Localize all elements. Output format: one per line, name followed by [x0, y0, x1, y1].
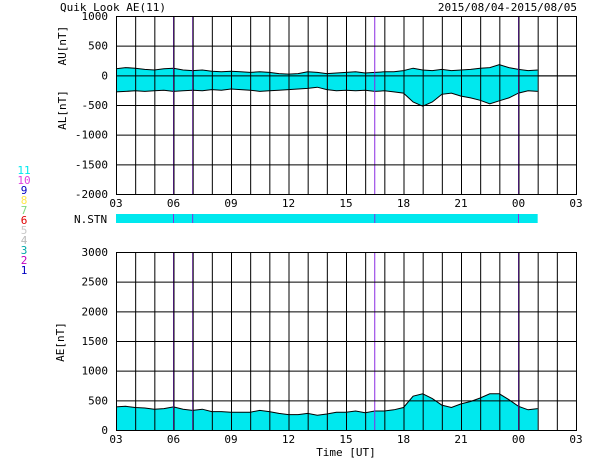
x-tick-label: 12 — [282, 433, 295, 446]
y-tick-label: 2000 — [82, 305, 109, 318]
plot-frame — [116, 252, 577, 431]
legend-entry-2: 2 — [21, 254, 28, 267]
chart-title: Quik Look AE(11) — [60, 1, 166, 14]
y-tick-label: 500 — [88, 40, 108, 53]
y-tick-label: -500 — [82, 99, 109, 112]
y-tick-label: 1000 — [82, 365, 109, 378]
legend-entry-10: 10 — [17, 174, 30, 187]
y-tick-label: 500 — [88, 394, 108, 407]
x-tick-label: 03 — [569, 433, 582, 446]
date-range: 2015/08/04-2015/08/05 — [438, 1, 577, 14]
x-tick-label: 21 — [454, 197, 467, 210]
x-tick-label: 03 — [109, 433, 122, 446]
ae-series-line — [115, 393, 538, 416]
y-axis-label-au: AU[nT] — [56, 26, 69, 66]
x-tick-label: 18 — [397, 433, 410, 446]
ae-area — [116, 393, 538, 430]
x-tick-label: 21 — [454, 433, 467, 446]
y-tick-label: 3000 — [82, 246, 109, 259]
y-tick-label: -2000 — [75, 188, 108, 201]
x-tick-label: 00 — [512, 433, 525, 446]
legend-entry-1: 1 — [21, 264, 28, 277]
au-series-line — [115, 64, 538, 75]
legend-entry-8: 8 — [21, 194, 28, 207]
x-tick-label: 09 — [224, 433, 237, 446]
plot-frame — [116, 16, 577, 195]
x-tick-label: 09 — [224, 197, 237, 210]
y-axis-label-al: AL[nT] — [56, 90, 69, 130]
x-tick-label: 03 — [109, 197, 122, 210]
al-series-line — [115, 86, 538, 107]
y-axis-label-ae: AE[nT] — [54, 322, 67, 362]
legend-entry-5: 5 — [21, 224, 28, 237]
y-tick-label: 1000 — [82, 10, 109, 23]
station-count-bar — [116, 214, 538, 223]
y-tick-label: 1500 — [82, 335, 109, 348]
station-label: N.STN — [74, 213, 107, 226]
y-tick-label: 2500 — [82, 276, 109, 289]
legend-entry-9: 9 — [21, 184, 28, 197]
x-tick-label: 06 — [167, 197, 180, 210]
x-axis-label: Time [UT] — [316, 446, 376, 459]
x-tick-label: 00 — [512, 197, 525, 210]
legend-entry-7: 7 — [21, 204, 28, 217]
station-bar-markers — [173, 214, 519, 223]
x-tick-label: 03 — [569, 197, 582, 210]
legend-entry-3: 3 — [21, 244, 28, 257]
y-tick-label: 0 — [101, 69, 108, 82]
y-tick-label: -1500 — [75, 158, 108, 171]
x-tick-label: 18 — [397, 197, 410, 210]
legend-entry-11: 11 — [17, 164, 30, 177]
x-tick-label: 15 — [339, 197, 352, 210]
legend-entry-6: 6 — [21, 214, 28, 227]
legend-entry-4: 4 — [21, 234, 28, 247]
x-tick-label: 12 — [282, 197, 295, 210]
x-tick-label: 15 — [339, 433, 352, 446]
x-tick-label: 06 — [167, 433, 180, 446]
y-tick-label: 0 — [101, 424, 108, 437]
y-tick-label: -1000 — [75, 129, 108, 142]
